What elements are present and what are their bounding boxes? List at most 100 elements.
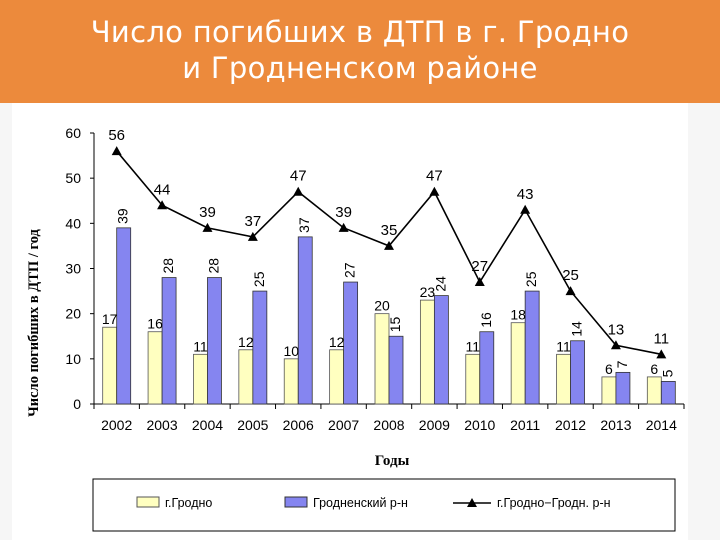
grodno-value-label: 12	[238, 334, 254, 350]
bar-district	[116, 227, 132, 405]
district-value-label: 7	[614, 360, 630, 368]
total-point-marker	[338, 222, 349, 232]
y-tick-label: 20	[65, 306, 81, 322]
district-value-label: 27	[342, 262, 358, 278]
bar-grodno	[102, 326, 118, 405]
grodno-value-label: 16	[147, 316, 163, 332]
total-value-label: 56	[108, 127, 125, 144]
x-axis-label: Годы	[375, 453, 410, 469]
total-value-label: 27	[471, 258, 488, 275]
total-value-label: 13	[608, 321, 625, 338]
total-value-label: 39	[335, 204, 352, 221]
bar-grodno	[556, 353, 571, 405]
total-value-label: 25	[562, 267, 579, 284]
total-point-marker	[520, 204, 531, 214]
x-tick-label: 2012	[555, 417, 586, 433]
total-point-marker	[474, 277, 485, 287]
deaths-chart: 0 10 20 30 40 50 60 2002 2003 2004 2005 2006 2007 200…	[26, 125, 685, 532]
bar-grodno	[646, 376, 662, 405]
slide-title-line-1: Число погибших в ДТП в г. Гродно	[90, 15, 630, 49]
grodno-value-label: 23	[420, 284, 436, 300]
x-tick-label: 2005	[237, 417, 268, 433]
district-value-label: 28	[160, 258, 176, 274]
legend-label-district: Гродненский р-н	[313, 496, 408, 510]
district-value-label: 14	[569, 321, 585, 337]
legend-marker-total	[467, 498, 477, 507]
total-point-marker	[384, 240, 394, 250]
district-value-label: 25	[251, 271, 267, 287]
left-edge-strip	[0, 103, 12, 540]
bar-grodno	[238, 349, 254, 405]
total-value-label: 37	[245, 213, 262, 230]
y-tick-label: 10	[65, 351, 81, 367]
total-point-marker	[247, 231, 258, 241]
x-tick-label: 2003	[146, 417, 177, 433]
x-tick-label: 2011	[510, 417, 540, 433]
y-tick-label: 50	[65, 170, 81, 186]
legend: г.Гродно Гродненский р-н г.Гродно−Гродн. р…	[92, 478, 676, 532]
grodno-value-label: 11	[465, 338, 480, 354]
total-line-series	[111, 146, 667, 359]
total-point-marker	[429, 186, 440, 196]
legend-box	[92, 478, 676, 532]
bar-district	[343, 281, 359, 405]
y-axis-label: Число погибших в ДТП / год	[26, 228, 42, 416]
total-point-marker	[565, 286, 576, 296]
bar-district	[524, 290, 540, 405]
district-value-label: 5	[659, 369, 675, 377]
grodno-value-label: 12	[329, 334, 345, 350]
district-value-label: 37	[296, 217, 312, 233]
axes: 0 10 20 30 40 50 60 2002 2003 2004 2005 2006 2007 200…	[65, 125, 685, 433]
legend-label-total: г.Гродно−Гродн. р-н	[497, 496, 611, 510]
bars	[102, 227, 676, 405]
grodno-value-label: 18	[510, 307, 526, 323]
y-tick-label: 0	[73, 396, 81, 412]
bar-grodno	[329, 349, 345, 405]
total-value-label: 47	[290, 168, 307, 185]
title-banner: Число погибших в ДТП в г. Гродно и Гродн…	[0, 0, 720, 103]
slide-title-line-2: и Гродненском районе	[182, 51, 538, 85]
total-value-label: 11	[654, 330, 670, 347]
total-point-marker	[111, 146, 122, 156]
district-value-label: 15	[387, 316, 403, 332]
y-tick-label: 60	[65, 125, 81, 141]
grodno-value-label: 20	[374, 298, 390, 314]
total-point-marker	[202, 222, 213, 232]
bar-grodno	[193, 353, 208, 405]
bar-district	[161, 277, 177, 405]
bar-grodno	[601, 376, 617, 405]
total-value-label: 43	[517, 186, 534, 203]
right-edge-strip	[688, 103, 720, 540]
bar-district	[615, 371, 631, 405]
x-tick-label: 2004	[192, 417, 223, 433]
chart-area: 0 10 20 30 40 50 60 2002 2003 2004 2005 2006 2007 200…	[12, 103, 688, 540]
bar-grodno	[510, 322, 526, 405]
total-value-label: 47	[426, 168, 443, 185]
bar-district	[479, 331, 495, 405]
x-tick-label: 2013	[600, 417, 631, 433]
legend-swatch-district	[284, 496, 308, 508]
grodno-value-label: 10	[283, 343, 299, 359]
grodno-value-label: 17	[102, 311, 118, 327]
x-tick-label: 2014	[646, 417, 677, 433]
x-tick-label: 2010	[464, 417, 495, 433]
x-tick-label: 2009	[419, 417, 450, 433]
total-point-marker	[610, 340, 621, 350]
y-tick-label: 40	[65, 215, 81, 231]
bar-district	[660, 381, 676, 405]
total-value-label: 44	[154, 181, 171, 198]
district-value-label: 24	[432, 276, 448, 292]
bar-district	[570, 340, 585, 405]
district-value-label: 28	[205, 258, 221, 274]
grodno-value-label: 11	[193, 338, 208, 354]
district-value-label: 39	[115, 208, 131, 224]
bar-grodno	[147, 331, 163, 405]
grodno-value-label: 6	[605, 361, 613, 377]
grodno-value-label: 6	[650, 361, 658, 377]
district-value-label: 16	[478, 312, 494, 328]
bar-district	[388, 335, 404, 405]
district-value-label: 25	[523, 271, 539, 287]
x-tick-label: 2006	[283, 417, 314, 433]
bar-grodno	[465, 353, 481, 405]
